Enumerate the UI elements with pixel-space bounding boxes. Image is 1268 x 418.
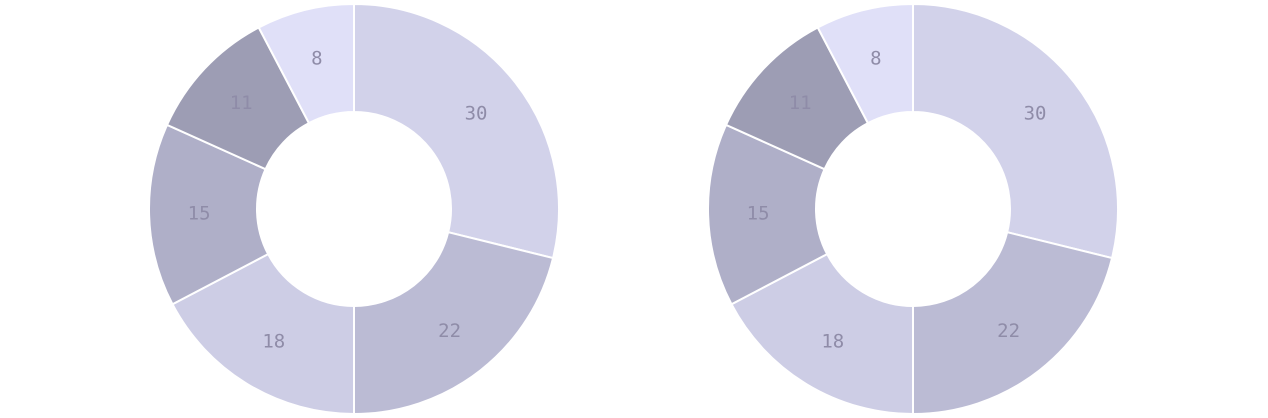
donut-slice-3 xyxy=(171,252,355,416)
slice-value-label: 15 xyxy=(188,203,211,225)
donut-slice-1 xyxy=(912,2,1119,260)
slice-value-label: 22 xyxy=(438,320,461,342)
slice-value-label: 18 xyxy=(821,331,844,353)
donut-slice-4 xyxy=(707,123,829,306)
slice-value-label: 30 xyxy=(1024,102,1047,124)
slice-value-label: 8 xyxy=(311,48,322,70)
slice-value-label: 15 xyxy=(747,203,770,225)
slice-value-label: 11 xyxy=(230,92,253,114)
donut-chart-left-svg: 30 22 18 15 11 8 xyxy=(148,2,560,416)
donut-slice-6 xyxy=(257,2,355,125)
slice-value-label: 11 xyxy=(789,92,812,114)
donut-slice-3 xyxy=(730,252,914,416)
donut-slice-1 xyxy=(353,2,560,260)
donut-chart-left: 30 22 18 15 11 8 xyxy=(145,0,563,418)
donut-slice-2 xyxy=(912,231,1114,416)
slice-value-label: 22 xyxy=(997,320,1020,342)
donut-chart-right: 30 22 18 15 11 8 xyxy=(704,0,1122,418)
donut-slice-4 xyxy=(148,123,270,306)
slice-value-label: 8 xyxy=(870,48,881,70)
donut-slice-2 xyxy=(353,231,555,416)
slice-value-label: 18 xyxy=(262,331,285,353)
donut-slice-6 xyxy=(816,2,914,125)
slice-value-label: 30 xyxy=(465,102,488,124)
donut-chart-right-svg: 30 22 18 15 11 8 xyxy=(707,2,1119,416)
